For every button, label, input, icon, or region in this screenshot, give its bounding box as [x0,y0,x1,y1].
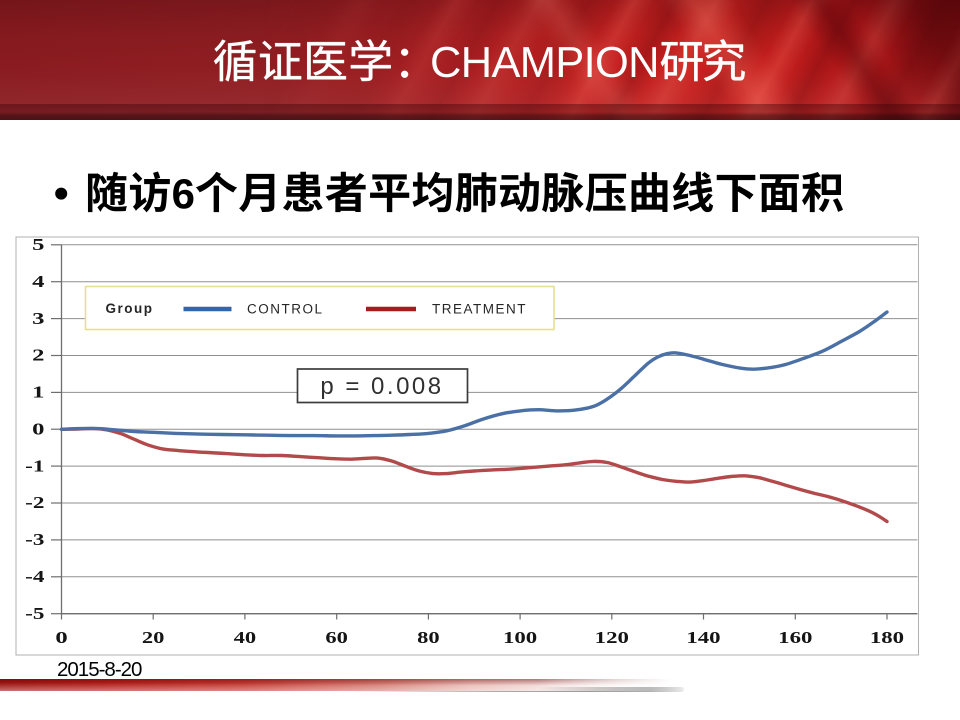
svg-text:5: 5 [32,235,44,254]
svg-text:TREATMENT: TREATMENT [432,302,527,317]
svg-text:0: 0 [32,419,44,438]
svg-text:80: 80 [417,628,440,647]
svg-text:100: 100 [503,628,537,647]
svg-text:-5: -5 [25,604,44,623]
svg-text:20: 20 [142,628,165,647]
svg-text:60: 60 [325,628,348,647]
svg-text:-1: -1 [25,456,44,475]
svg-text:3: 3 [32,309,44,328]
svg-text:0: 0 [55,628,67,647]
svg-text:120: 120 [595,628,629,647]
svg-text:180: 180 [870,628,904,647]
svg-text:-3: -3 [25,530,44,549]
svg-text:160: 160 [778,628,812,647]
svg-text:2: 2 [32,346,44,365]
svg-text:-4: -4 [25,567,45,586]
svg-text:140: 140 [686,628,720,647]
svg-text:p = 0.008: p = 0.008 [320,373,443,400]
svg-text:40: 40 [234,628,257,647]
svg-text:-2: -2 [25,493,44,512]
svg-text:4: 4 [32,272,45,291]
svg-text:CONTROL: CONTROL [247,302,324,317]
svg-text:1: 1 [32,383,44,402]
svg-text:Group: Group [106,301,154,316]
